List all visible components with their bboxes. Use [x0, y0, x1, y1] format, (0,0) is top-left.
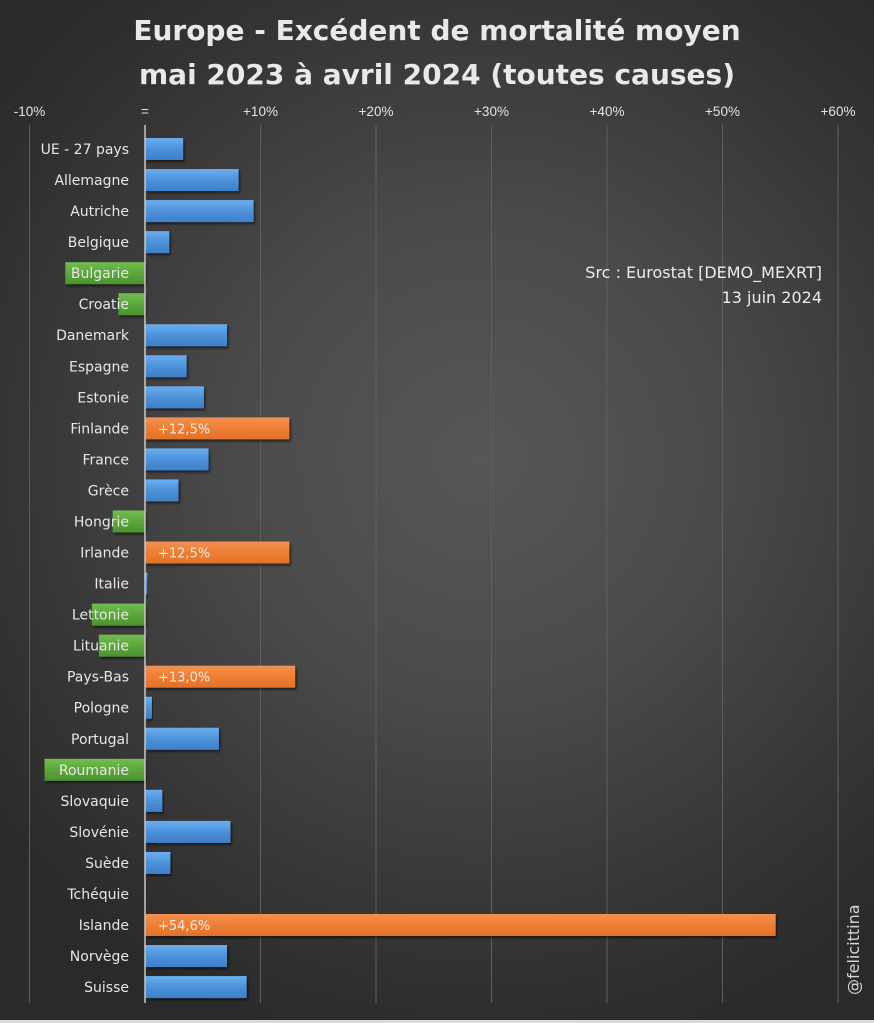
- x-tick-label: +40%: [590, 104, 625, 119]
- x-tick-label: =: [141, 104, 149, 119]
- bar-france: [145, 448, 209, 471]
- gridlines: [29, 125, 839, 1003]
- data-label: +12,5%: [158, 547, 210, 562]
- bar-bulgarie: [65, 262, 145, 285]
- category-label: Danemark: [56, 328, 130, 344]
- bar-portugal: [145, 727, 219, 750]
- category-label: Roumanie: [59, 763, 129, 779]
- bar-danemark: [145, 324, 228, 347]
- category-label: Irlande: [80, 546, 129, 562]
- bar-suisse: [145, 976, 247, 999]
- category-label: UE - 27 pays: [41, 142, 129, 158]
- category-label: Allemagne: [54, 173, 129, 189]
- category-label: Suède: [85, 856, 129, 872]
- bar-slovaquie: [145, 789, 163, 812]
- category-label: Pays-Bas: [67, 670, 129, 686]
- category-labels: UE - 27 pays Allemagne Autriche Belgique Bul…: [41, 142, 130, 996]
- category-label: Bulgarie: [71, 266, 129, 282]
- x-axis-ticks: -10% = +10% +20% +30% +40% +50% +60%: [14, 104, 856, 119]
- bar-pologne: [145, 696, 152, 719]
- data-label: +54,6%: [158, 919, 210, 934]
- x-tick-label: +50%: [705, 104, 740, 119]
- category-label: Norvège: [70, 949, 129, 965]
- bar-islande: [145, 914, 776, 936]
- category-label: Italie: [94, 577, 129, 593]
- category-label: Lituanie: [73, 639, 129, 655]
- bar-norv-ge: [145, 945, 228, 968]
- chart-title-line1: Europe - Excédent de mortalité moyen: [133, 14, 740, 47]
- category-label: Tchéquie: [66, 887, 129, 903]
- category-label: Pologne: [74, 701, 129, 717]
- category-label: Suisse: [84, 980, 129, 996]
- x-tick-label: +10%: [243, 104, 278, 119]
- bar-estonie: [145, 386, 204, 409]
- x-tick-label: -10%: [14, 104, 46, 119]
- source-text: Src : Eurostat [DEMO_MEXRT]: [585, 263, 822, 283]
- bar-lettonie: [91, 603, 145, 626]
- category-label: Finlande: [70, 421, 129, 437]
- category-label: Espagne: [69, 359, 129, 375]
- category-label: Slovaquie: [61, 794, 129, 810]
- category-label: Slovénie: [69, 825, 129, 841]
- category-label: Estonie: [77, 390, 129, 406]
- bar-lituanie: [98, 634, 145, 657]
- data-label: +13,0%: [158, 671, 210, 686]
- bar-croatie: [118, 293, 145, 316]
- bar-autriche: [145, 200, 254, 223]
- bar-ue-27-pays: [145, 138, 184, 160]
- bar-belgique: [145, 231, 170, 254]
- data-label: +12,5%: [158, 422, 210, 437]
- x-tick-label: +60%: [821, 104, 856, 119]
- bar-allemagne: [145, 169, 239, 192]
- bar-espagne: [145, 355, 187, 378]
- x-tick-label: +30%: [474, 104, 509, 119]
- bar-roumanie: [44, 758, 145, 781]
- bar-su-de: [145, 851, 171, 874]
- chart-title-line2: mai 2023 à avril 2024 (toutes causes): [139, 58, 735, 91]
- bar-irlande: [145, 541, 290, 564]
- bar-gr-ce: [145, 479, 179, 502]
- category-label: Autriche: [70, 204, 129, 220]
- category-label: Grèce: [88, 483, 129, 499]
- category-label: France: [82, 452, 129, 468]
- category-label: Croatie: [79, 297, 129, 313]
- bars: [44, 138, 776, 999]
- bar-slov-nie: [145, 820, 231, 843]
- x-tick-label: +20%: [359, 104, 394, 119]
- bar-pays-bas: [145, 665, 296, 688]
- author-signature: @felicittina: [844, 904, 863, 995]
- source-date: 13 juin 2024: [722, 288, 822, 307]
- category-label: Portugal: [71, 732, 129, 748]
- category-label: Islande: [79, 918, 129, 934]
- category-label: Hongrie: [74, 514, 129, 530]
- category-label: Belgique: [68, 235, 129, 251]
- bar-hongrie: [112, 510, 145, 533]
- category-label: Lettonie: [72, 608, 129, 624]
- bar-italie: [145, 572, 148, 595]
- bar-finlande: [145, 417, 290, 440]
- data-labels: +12,5% +12,5% +13,0% +54,6%: [158, 422, 210, 934]
